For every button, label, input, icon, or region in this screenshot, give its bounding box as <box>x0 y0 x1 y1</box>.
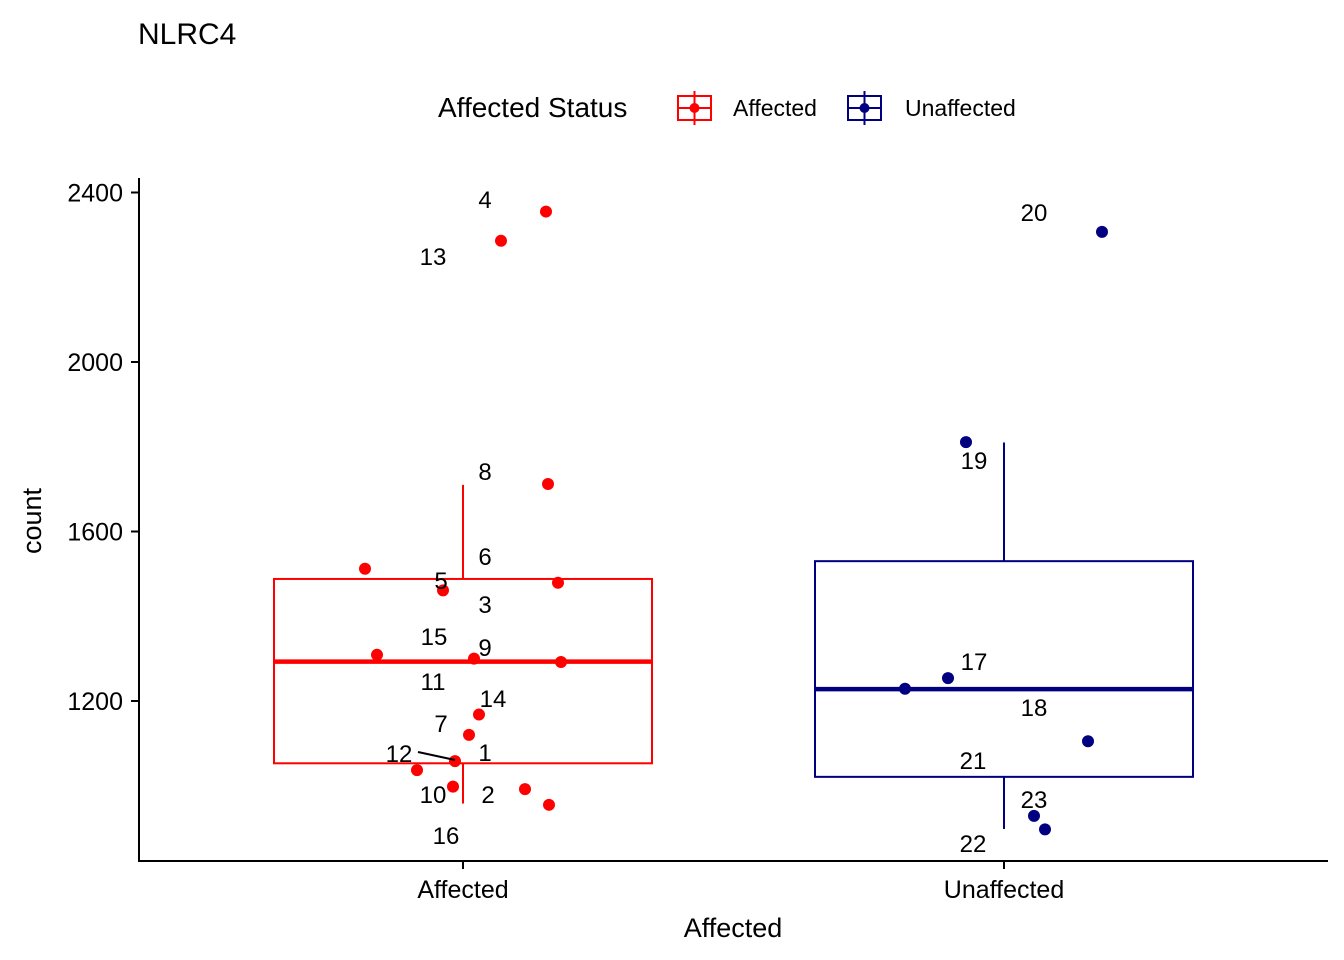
point-label: 21 <box>960 748 987 775</box>
point-label: 1 <box>478 740 491 767</box>
x-axis-ticks: Affected Unaffected <box>417 861 1064 904</box>
data-point <box>519 783 531 796</box>
point-label: 9 <box>478 635 491 662</box>
point-label: 11 <box>421 669 446 696</box>
x-tick-label: Affected <box>417 876 508 904</box>
point-label: 2 <box>481 782 494 809</box>
point-label: 8 <box>478 459 491 486</box>
y-tick-label: 2000 <box>67 349 123 377</box>
point-label: 6 <box>478 544 491 571</box>
point-label: 14 <box>480 686 507 713</box>
legend-title: Affected Status <box>438 92 627 123</box>
point-label: 7 <box>434 711 447 738</box>
point-label: 16 <box>433 823 460 850</box>
data-point <box>1096 225 1108 238</box>
box-affected <box>273 484 653 804</box>
data-point <box>468 652 480 665</box>
box-iqr <box>814 560 1194 778</box>
data-point <box>960 436 972 449</box>
legend-entries: Affected Unaffected <box>677 91 1016 125</box>
data-point <box>1028 809 1040 822</box>
data-point <box>473 708 485 721</box>
data-point <box>942 672 954 685</box>
point-label: 12 <box>386 741 413 768</box>
legend-entry: Unaffected <box>847 91 1016 125</box>
legend-label: Affected <box>733 95 817 121</box>
legend-key <box>677 91 712 125</box>
point-label: 3 <box>478 592 491 619</box>
point-label: 19 <box>961 448 988 475</box>
box-unaffected <box>814 442 1194 829</box>
y-tick-label: 1200 <box>67 688 123 716</box>
y-tick-label: 2400 <box>67 180 123 208</box>
data-point <box>1039 823 1051 836</box>
point-label: 15 <box>421 624 448 651</box>
legend-key <box>847 91 882 125</box>
data-point <box>371 648 383 661</box>
data-point <box>447 780 459 793</box>
legend-label: Unaffected <box>905 95 1016 121</box>
data-point <box>540 205 552 218</box>
point-label: 20 <box>1021 200 1048 227</box>
point-label: 4 <box>478 187 491 214</box>
data-point <box>495 234 507 247</box>
point-label: 22 <box>960 831 987 858</box>
data-point <box>463 728 475 741</box>
x-tick-label: Unaffected <box>944 876 1064 904</box>
x-axis-title: Affected <box>684 913 783 943</box>
legend-entry: Affected <box>677 91 817 125</box>
data-point <box>437 584 449 597</box>
point-label: 17 <box>961 649 988 676</box>
y-axis-title: count <box>17 487 47 554</box>
box-iqr <box>273 577 653 765</box>
point-label: 5 <box>434 568 447 595</box>
y-axis-ticks: 1200 1600 2000 2400 <box>67 180 139 716</box>
data-point <box>543 798 555 811</box>
data-point <box>449 755 461 768</box>
data-point <box>1082 735 1094 748</box>
data-point <box>411 764 423 777</box>
data-point <box>359 562 371 575</box>
point-label: 23 <box>1021 787 1048 814</box>
legend: Affected Status Affected Unaffected <box>438 91 1016 125</box>
data-point <box>552 576 564 589</box>
point-label: 18 <box>1021 695 1048 722</box>
data-point <box>542 478 554 491</box>
point-label: 10 <box>420 782 447 809</box>
data-points <box>359 205 1108 836</box>
point-label: 13 <box>420 244 447 271</box>
y-tick-label: 1600 <box>67 519 123 547</box>
chart-title: NLRC4 <box>138 18 236 51</box>
data-point <box>899 682 911 695</box>
data-point <box>555 656 567 669</box>
label-leader-line <box>417 751 456 761</box>
